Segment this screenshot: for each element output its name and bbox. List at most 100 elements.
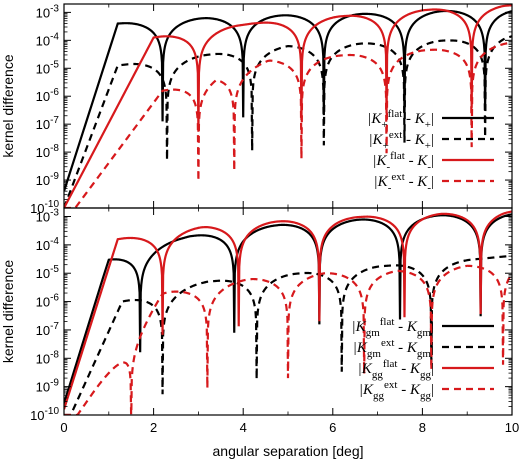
legend-part: | [431,174,434,190]
legend-part: |K [353,340,368,356]
legend-part: | [431,361,434,377]
y-tick-exponent: -10 [45,406,60,417]
top-y-tick-label: 10-7 [36,115,60,132]
legend-part: | [431,319,434,335]
bottom-series-line-3 [64,264,512,415]
bottom-x-tick-label: 10 [505,420,519,435]
top-series-line-2 [64,4,512,208]
bottom-y-tick-label: 10-6 [36,293,60,310]
legend-superscript: ext [389,129,402,141]
legend-subscript: gm [417,327,432,339]
y-tick-exponent: -8 [50,349,59,360]
bottom-y-axis-label: kernel difference [0,260,16,363]
y-tick-exponent: -6 [50,87,59,98]
top-y-tick-label: 10-10 [30,199,59,216]
y-tick-base: 10 [36,89,50,104]
bottom-y-tick-label: 10-9 [36,378,60,395]
legend-subscript: + [425,119,431,131]
y-tick-exponent: -5 [50,264,59,275]
top-legend-label-1: |K+ext - K+| [368,129,434,152]
y-tick-base: 10 [36,323,50,338]
legend-part: - K [394,319,417,335]
legend-superscript: ext [384,379,397,391]
legend-superscript: ext [391,171,404,183]
legend-part: - K [397,361,420,377]
legend-superscript: flat [388,108,403,120]
legend-part: | [431,132,434,148]
bottom-x-tick-label: 0 [60,420,67,435]
legend-part: - K [402,111,425,127]
legend-subscript: - [427,161,431,173]
y-tick-base: 10 [36,295,50,310]
legend-part: |K [368,132,383,148]
legend-subscript: gm [367,348,382,360]
bottom-legend-label-2: |Kggflat - Kgg| [358,358,434,381]
bottom-series-line-2 [64,210,512,410]
y-tick-base: 10 [36,33,50,48]
top-y-tick-label: 10-5 [36,59,60,76]
top-series-line-0 [64,9,512,192]
legend-part: | [431,340,434,356]
top-legend-label-3: |K-ext - K-| [374,171,434,194]
bottom-series-line-0 [64,213,512,404]
y-tick-base: 10 [36,210,50,225]
top-y-tick-label: 10-4 [36,31,60,48]
legend-superscript: flat [390,150,405,162]
y-tick-base: 10 [36,173,50,188]
top-y-tick-label: 10-8 [36,143,60,160]
bottom-x-tick-label: 8 [419,420,426,435]
y-tick-exponent: -5 [50,59,59,70]
legend-part: |K [372,153,387,169]
legend-subscript: - [386,161,390,173]
legend-part: - K [394,340,417,356]
legend-part: - K [402,132,425,148]
bottom-x-axis-label: angular separation [deg] [213,443,364,459]
y-tick-base: 10 [30,408,44,423]
top-panel: 10-1010-910-810-710-610-510-410-3kernel … [0,3,513,216]
bottom-x-tick-label: 6 [329,420,336,435]
bottom-y-tick-label: 10-7 [36,321,60,338]
y-tick-base: 10 [36,266,50,281]
y-tick-base: 10 [36,145,50,160]
legend-subscript: gg [420,369,432,381]
top-y-tick-label: 10-3 [36,3,60,20]
legend-subscript: gm [417,348,432,360]
legend-part: | [431,153,434,169]
y-tick-base: 10 [36,61,50,76]
legend-part: |K [352,319,367,335]
y-tick-exponent: -4 [50,236,59,247]
y-tick-base: 10 [36,117,50,132]
legend-part: - K [397,382,420,398]
legend-superscript: flat [383,358,398,370]
top-y-axis-label: kernel difference [0,54,16,157]
legend-part: | [431,382,434,398]
legend-subscript: + [381,119,387,131]
bottom-y-tick-label: 10-5 [36,264,60,281]
legend-part: - K [405,153,428,169]
top-legend-label-2: |K-flat - K-| [372,150,434,173]
y-tick-exponent: -7 [50,321,59,332]
bottom-legend-label-1: |Kgmext - Kgm| [353,337,434,360]
y-tick-exponent: -7 [50,115,59,126]
legend-subscript: gg [372,369,384,381]
y-tick-exponent: -10 [45,199,60,210]
y-tick-base: 10 [36,351,50,366]
legend-superscript: flat [380,316,395,328]
y-tick-base: 10 [36,380,50,395]
legend-part: |K [358,361,373,377]
y-tick-base: 10 [36,238,50,253]
bottom-x-tick-label: 4 [240,420,247,435]
top-series-line-3 [64,42,512,208]
y-tick-base: 10 [36,5,50,20]
legend-part: | [431,111,434,127]
legend-part: - K [405,174,428,190]
bottom-y-tick-label: 10-4 [36,236,60,253]
y-tick-exponent: -3 [50,208,59,219]
top-y-tick-label: 10-9 [36,171,60,188]
legend-subscript: + [425,140,431,152]
legend-subscript: gg [373,390,385,402]
top-legend-label-0: |K+flat - K+| [367,108,434,131]
